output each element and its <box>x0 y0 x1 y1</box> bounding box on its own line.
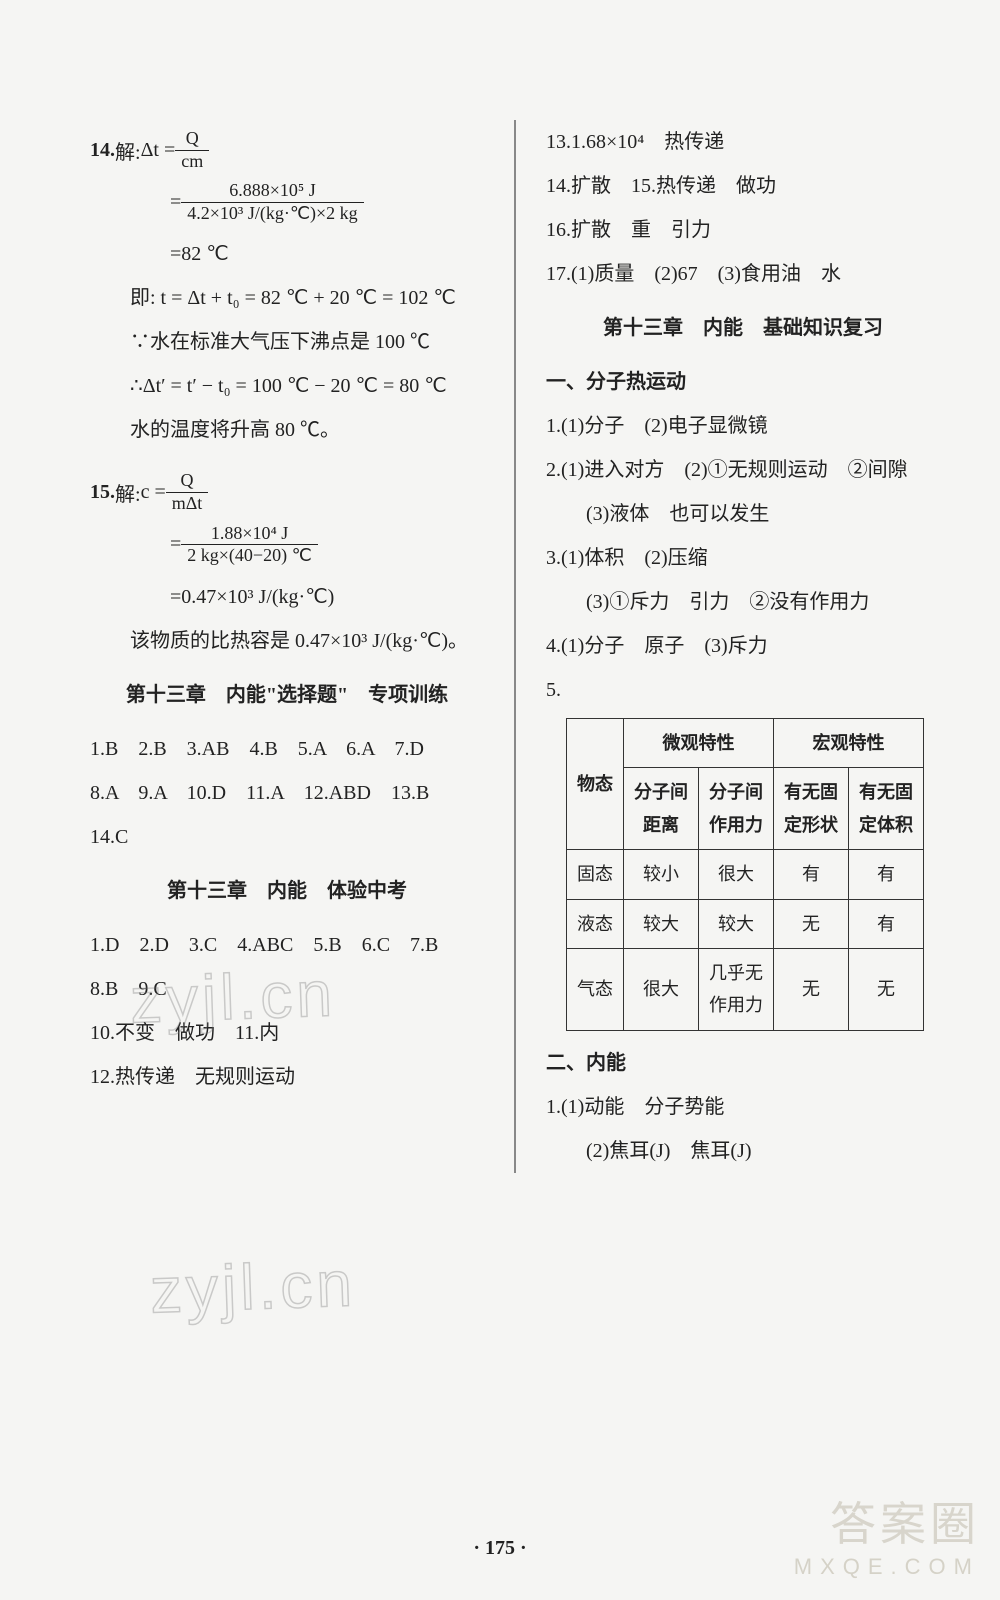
heading-review: 第十三章 内能 基础知识复习 <box>546 306 940 350</box>
heading-exam: 第十三章 内能 体验中考 <box>90 869 484 913</box>
r17: 17.(1)质量 (2)67 (3)食用油 水 <box>546 252 940 296</box>
eq-sign: = <box>170 191 181 214</box>
s1-3: 3.(1)体积 (2)压缩 <box>546 536 940 580</box>
eq-sign-2: = <box>170 533 181 556</box>
q14-ji: 即: t = Δt + t₀ = 82 ℃ + 20 ℃ = 102 ℃ <box>90 276 484 320</box>
table-row: 液态 较大 较大 无 有 <box>567 899 924 948</box>
mc2-3: 10.不变 做功 11.内 <box>90 1011 484 1055</box>
th-c2: 分子间作用力 <box>699 768 774 850</box>
corner-wm-big: 答案圈 <box>794 1488 980 1554</box>
mc1-3: 14.C <box>90 815 484 859</box>
q14-line1: 14. 解: Δt = Q cm <box>90 128 484 172</box>
watermark-2: zyjl.cn <box>149 1246 357 1327</box>
mc2-1: 1.D 2.D 3.C 4.ABC 5.B 6.C 7.B <box>90 923 484 967</box>
q14-result: =82 ℃ <box>90 232 484 276</box>
th-group1: 微观特性 <box>624 719 774 768</box>
q14-frac1: Q cm <box>175 128 209 172</box>
sec2-title: 二、内能 <box>546 1041 940 1085</box>
corner-wm-small: MXQE.COM <box>794 1554 980 1580</box>
left-column: 14. 解: Δt = Q cm = 6.888×10⁵ J 4.2×10³ J… <box>90 120 484 1173</box>
th-c4: 有无固定体积 <box>849 768 924 850</box>
s1-4: 4.(1)分子 原子 (3)斥力 <box>546 624 940 668</box>
th-c1: 分子间距离 <box>624 768 699 850</box>
heading-choice: 第十三章 内能"选择题" 专项训练 <box>90 673 484 717</box>
states-table: 物态 微观特性 宏观特性 分子间距离 分子间作用力 有无固定形状 有无固定体积 … <box>566 718 924 1031</box>
q15-frac1: Q mΔt <box>166 470 209 514</box>
s1-1: 1.(1)分子 (2)电子显微镜 <box>546 404 940 448</box>
q14-because: ∵水在标准大气压下沸点是 100 ℃ <box>90 320 484 364</box>
mc2-4: 12.热传递 无规则运动 <box>90 1055 484 1099</box>
q14-num: 14. <box>90 139 115 162</box>
q14-frac2: 6.888×10⁵ J 4.2×10³ J/(kg·℃)×2 kg <box>181 180 363 224</box>
s1-2: 2.(1)进入对方 (2)①无规则运动 ②间隙 <box>546 448 940 492</box>
r14: 14.扩散 15.热传递 做功 <box>546 164 940 208</box>
table-row: 气态 很大 几乎无 作用力 无 无 <box>567 948 924 1030</box>
th-state: 物态 <box>567 719 624 850</box>
r13: 13.1.68×10⁴ 热传递 <box>546 120 940 164</box>
column-divider <box>514 120 516 1173</box>
sec1-title: 一、分子热运动 <box>546 360 940 404</box>
right-column: 13.1.68×10⁴ 热传递 14.扩散 15.热传递 做功 16.扩散 重 … <box>546 120 940 1173</box>
s1-3b: (3)①斥力 引力 ②没有作用力 <box>546 580 940 624</box>
s1-2b: (3)液体 也可以发生 <box>546 492 940 536</box>
q14-final: 水的温度将升高 80 ℃。 <box>90 408 484 452</box>
s1-5: 5. <box>546 668 940 712</box>
q14-lhs: Δt = <box>141 139 176 162</box>
q15-result: =0.47×10³ J/(kg·℃) <box>90 575 484 619</box>
q15-num: 15. <box>90 481 115 504</box>
mc1-2: 8.A 9.A 10.D 11.A 12.ABD 13.B <box>90 771 484 815</box>
th-c3: 有无固定形状 <box>774 768 849 850</box>
s2-2: (2)焦耳(J) 焦耳(J) <box>546 1129 940 1173</box>
s2-1: 1.(1)动能 分子势能 <box>546 1085 940 1129</box>
q15-final: 该物质的比热容是 0.47×10³ J/(kg·℃)。 <box>90 619 484 663</box>
q14-so: ∴Δt′ = t′ − t₀ = 100 ℃ − 20 ℃ = 80 ℃ <box>90 364 484 408</box>
q15-lhs: c = <box>141 481 166 504</box>
corner-watermark: 答案圈 MXQE.COM <box>794 1488 980 1580</box>
q15-line1: 15. 解: c = Q mΔt <box>90 470 484 514</box>
mc1-1: 1.B 2.B 3.AB 4.B 5.A 6.A 7.D <box>90 727 484 771</box>
table-row: 固态 较小 很大 有 有 <box>567 850 924 899</box>
q15-frac2: 1.88×10⁴ J 2 kg×(40−20) ℃ <box>181 523 318 567</box>
q15-line2: = 1.88×10⁴ J 2 kg×(40−20) ℃ <box>90 523 484 567</box>
q15-prefix: 解: <box>115 478 141 507</box>
q14-prefix: 解: <box>115 136 141 165</box>
th-group2: 宏观特性 <box>774 719 924 768</box>
q14-line2: = 6.888×10⁵ J 4.2×10³ J/(kg·℃)×2 kg <box>90 180 484 224</box>
mc2-2: 8.B 9.C <box>90 967 484 1011</box>
r16: 16.扩散 重 引力 <box>546 208 940 252</box>
